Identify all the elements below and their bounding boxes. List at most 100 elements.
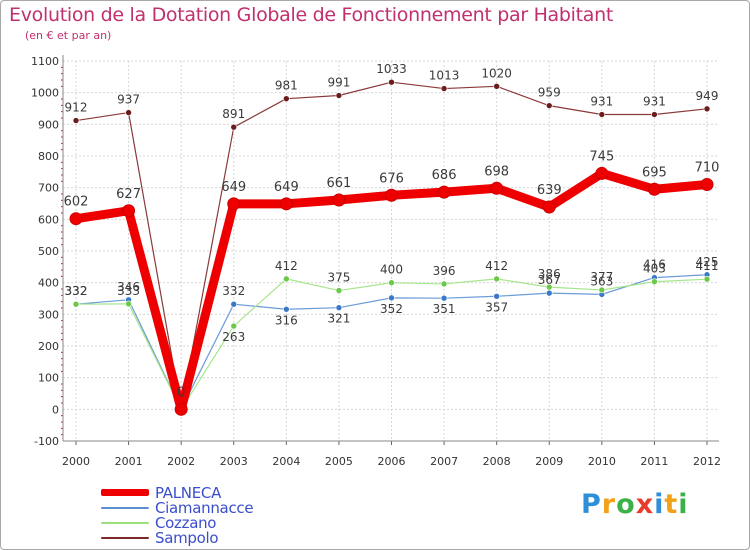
data-point-cozzano — [493, 275, 500, 283]
logo-letter: o — [616, 489, 636, 520]
data-point-cozzano — [125, 300, 132, 308]
data-label-sampolo: 931 — [643, 95, 666, 109]
legend-swatch — [101, 506, 149, 509]
data-point-cozzano — [283, 275, 290, 283]
data-point-palneca — [437, 185, 451, 199]
data-label-palneca: 710 — [695, 161, 720, 176]
data-label-cozzano: 332 — [65, 284, 88, 298]
legend-item: Cozzano — [101, 513, 253, 532]
data-point-ciamannacce — [388, 294, 395, 302]
data-point-sampolo — [703, 105, 711, 113]
data-label-ciamannacce: 352 — [380, 302, 403, 316]
legend-label: Ciamannacce — [155, 498, 254, 517]
data-label-palneca: 695 — [642, 165, 667, 180]
data-label-sampolo: 1020 — [481, 66, 512, 80]
logo-letter: t — [664, 489, 679, 520]
logo-letter: r — [601, 489, 617, 520]
data-point-palneca — [542, 200, 556, 214]
data-label-ciamannacce: 332 — [65, 284, 88, 298]
logo-letter: i — [678, 489, 689, 520]
data-point-cozzano — [440, 280, 448, 288]
data-label-cozzano: 400 — [380, 263, 403, 277]
data-label-cozzano: 396 — [433, 264, 456, 278]
x-tick-label: 2010 — [588, 455, 616, 468]
data-point-ciamannacce — [440, 294, 448, 302]
data-point-cozzano — [703, 275, 711, 283]
data-point-palneca — [595, 166, 609, 180]
data-label-ciamannacce: 332 — [222, 284, 245, 298]
data-label-ciamannacce: 321 — [327, 312, 350, 326]
data-label-sampolo: 1033 — [376, 62, 407, 76]
data-label-palneca: 639 — [537, 183, 562, 198]
data-label-palneca: 661 — [327, 176, 352, 191]
data-label-cozzano: 375 — [327, 271, 350, 285]
y-tick-label: 200 — [38, 340, 59, 353]
x-tick-label: 2005 — [325, 455, 353, 468]
data-point-palneca — [227, 197, 241, 211]
x-tick-label: 2009 — [535, 455, 563, 468]
data-point-cozzano — [598, 286, 606, 294]
data-label-sampolo: 891 — [222, 107, 245, 121]
x-tick-label: 2011 — [640, 455, 668, 468]
y-tick-label: 500 — [38, 245, 59, 258]
legend-label: Cozzano — [155, 513, 217, 532]
data-point-palneca — [490, 181, 504, 195]
chart-subtitle: (en € et par an) — [25, 29, 112, 42]
y-tick-label: 900 — [38, 118, 59, 131]
x-tick-label: 2004 — [272, 455, 300, 468]
data-label-ciamannacce: 316 — [275, 313, 298, 327]
data-label-palneca: 602 — [64, 195, 89, 210]
data-point-cozzano — [388, 279, 395, 286]
legend-label: Sampolo — [155, 528, 219, 547]
data-point-palneca — [174, 402, 188, 416]
data-label-ciamannacce: 416 — [643, 258, 666, 272]
data-point-palneca — [122, 204, 136, 218]
y-tick-label: 1000 — [31, 87, 59, 100]
data-label-cozzano: 386 — [538, 267, 561, 281]
data-label-palneca: 649 — [274, 180, 299, 195]
x-tick-label: 2000 — [62, 455, 90, 468]
y-tick-label: 700 — [38, 182, 59, 195]
legend-swatch — [101, 536, 149, 539]
data-label-ciamannacce: 346 — [117, 280, 140, 294]
data-label-sampolo: 1013 — [429, 69, 460, 83]
data-point-sampolo — [545, 102, 553, 109]
data-point-cozzano — [72, 300, 80, 308]
y-tick-label: 1100 — [31, 55, 59, 68]
logo-letter: i — [654, 489, 665, 520]
data-point-sampolo — [283, 95, 290, 102]
legend-label: PALNECA — [155, 483, 222, 502]
data-label-sampolo: 949 — [696, 89, 719, 103]
data-label-ciamannacce: 351 — [433, 302, 456, 316]
data-point-sampolo — [598, 111, 606, 118]
x-tick-label: 2003 — [220, 455, 248, 468]
legend-swatch — [101, 489, 149, 496]
data-point-sampolo — [440, 85, 448, 92]
data-label-sampolo: 959 — [538, 86, 561, 100]
data-label-palneca: 698 — [484, 164, 509, 179]
data-point-palneca — [647, 182, 661, 196]
x-tick-label: 2006 — [378, 455, 406, 468]
data-point-cozzano — [545, 283, 553, 291]
x-tick-label: 2008 — [483, 455, 511, 468]
data-label-sampolo: 991 — [327, 76, 350, 90]
data-point-palneca — [69, 212, 83, 226]
data-point-palneca — [332, 193, 346, 207]
logo-letter: P — [581, 489, 602, 520]
legend-item: Ciamannacce — [101, 498, 254, 517]
data-label-sampolo: 937 — [117, 93, 140, 107]
data-label-sampolo: 931 — [590, 95, 613, 109]
data-point-palneca — [385, 188, 398, 202]
legend-item: Sampolo — [101, 528, 253, 547]
data-label-palneca: 0 — [177, 385, 185, 400]
data-point-sampolo — [125, 109, 132, 116]
legend-item: PALNECA — [101, 483, 253, 502]
data-point-ciamannacce — [545, 289, 553, 297]
data-label-cozzano: 377 — [590, 270, 613, 284]
y-tick-label: 300 — [38, 308, 59, 321]
data-label-cozzano: 263 — [222, 330, 245, 344]
y-tick-label: -100 — [34, 435, 59, 448]
data-point-palneca — [279, 197, 293, 211]
data-label-cozzano: 333 — [117, 284, 140, 298]
